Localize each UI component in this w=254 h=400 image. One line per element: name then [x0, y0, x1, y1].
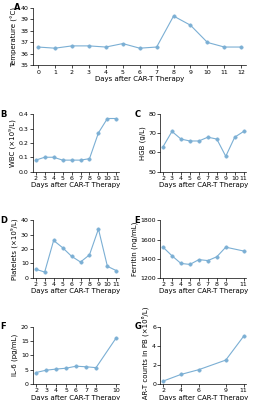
Text: C: C: [135, 110, 141, 119]
X-axis label: Days after CAR-T Therapy: Days after CAR-T Therapy: [31, 394, 121, 400]
X-axis label: Days after CAR-T Therapy: Days after CAR-T Therapy: [31, 288, 121, 294]
Y-axis label: CAR-T counts in PB (×10⁶/L): CAR-T counts in PB (×10⁶/L): [142, 306, 149, 400]
Text: B: B: [0, 110, 7, 119]
Y-axis label: Temperature (°C): Temperature (°C): [11, 7, 18, 67]
Y-axis label: Ferritin (ng/mL): Ferritin (ng/mL): [131, 222, 138, 276]
Text: E: E: [135, 216, 140, 225]
Y-axis label: Platelets (×10⁹/L): Platelets (×10⁹/L): [11, 218, 18, 280]
X-axis label: Days after CAR-T Therapy: Days after CAR-T Therapy: [159, 182, 248, 188]
Text: F: F: [0, 322, 6, 331]
Y-axis label: WBC (×10⁹/L): WBC (×10⁹/L): [9, 119, 16, 167]
Text: G: G: [135, 322, 141, 331]
X-axis label: Days after CAR-T Therapy: Days after CAR-T Therapy: [31, 182, 121, 188]
Y-axis label: HGB (g/L): HGB (g/L): [139, 126, 146, 160]
Text: A: A: [14, 4, 20, 12]
Y-axis label: IL-6 (pg/mL): IL-6 (pg/mL): [12, 334, 18, 376]
X-axis label: Days after CAR-T Therapy: Days after CAR-T Therapy: [159, 288, 248, 294]
X-axis label: Days after CAR-T Therapy: Days after CAR-T Therapy: [159, 394, 248, 400]
Text: D: D: [0, 216, 7, 225]
X-axis label: Days after CAR-T Therapy: Days after CAR-T Therapy: [95, 76, 184, 82]
